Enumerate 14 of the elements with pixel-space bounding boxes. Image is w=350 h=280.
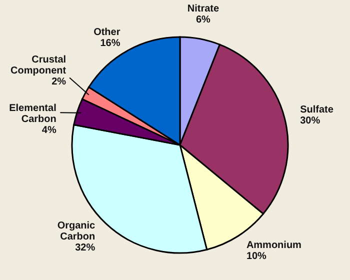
- slice-label: Sulfate: [300, 104, 334, 116]
- data-label: 10%: [246, 251, 267, 262]
- slice-label: Other: [94, 26, 120, 38]
- data-label: 30%: [300, 116, 320, 127]
- slice-label: Organic Carbon: [57, 220, 96, 242]
- data-label: 4%: [42, 124, 56, 136]
- data-label: 16%: [100, 38, 120, 49]
- data-label: 32%: [75, 242, 96, 254]
- slice-label: Elemental Carbon: [9, 102, 57, 125]
- data-label: 2%: [52, 76, 66, 88]
- slice-label: Nitrate: [187, 4, 220, 15]
- data-label: 6%: [196, 14, 211, 26]
- slice-label: Crustal Component: [10, 54, 67, 76]
- slice-label: Ammonium: [246, 240, 302, 252]
